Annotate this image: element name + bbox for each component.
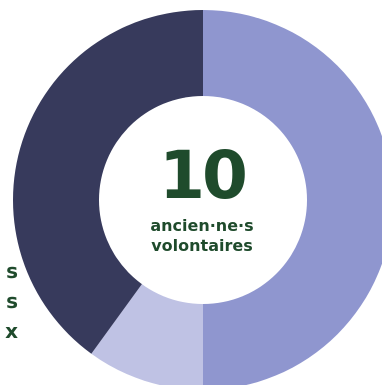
- cropped-side-labels: s s x: [0, 256, 18, 346]
- side-label: s: [6, 289, 18, 313]
- center-value: 10: [159, 137, 248, 214]
- side-label: s: [6, 259, 18, 283]
- center-label-line-1: ancien·ne·s: [150, 216, 254, 235]
- donut-hole: [99, 96, 307, 304]
- center-label-line-2: volontaires: [151, 236, 253, 255]
- side-label: x: [5, 319, 18, 343]
- center-label: ancien·ne·s volontaires: [122, 216, 282, 256]
